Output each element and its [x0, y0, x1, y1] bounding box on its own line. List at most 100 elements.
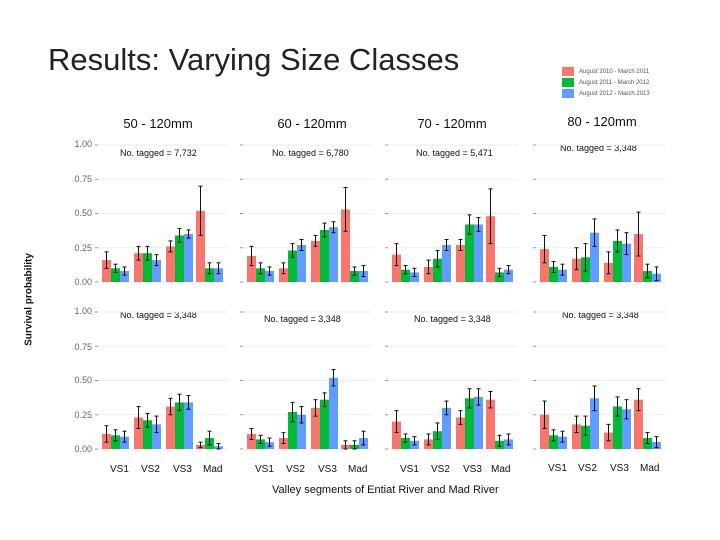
bar: [311, 240, 320, 282]
bar: [474, 396, 483, 449]
bar: [456, 245, 465, 282]
x-tick-label: Mad: [348, 464, 368, 475]
bar: [634, 399, 643, 449]
y-tick-label: 0.25: [74, 410, 92, 420]
bar: [247, 433, 256, 449]
x-tick-label: VS1: [110, 464, 129, 475]
bar: [549, 435, 558, 449]
tagged-label: No. tagged = 3,348: [560, 143, 637, 153]
bar: [256, 268, 265, 282]
x-tick-label: VS1: [548, 463, 567, 474]
legend-swatch: [562, 78, 574, 87]
panel-title-3: 70 - 120mm: [417, 116, 487, 131]
bar: [401, 269, 410, 282]
tagged-label: No. tagged = 3,348: [120, 310, 197, 320]
bar: [433, 258, 442, 282]
bar: [329, 227, 338, 282]
legend-item: August 2012 - March 2013: [562, 88, 666, 99]
legend-label: August 2010 - March 2011: [579, 68, 650, 75]
legend-item: August 2011 - March 2012: [562, 77, 666, 88]
bar: [442, 245, 451, 282]
bar: [184, 402, 193, 449]
bar: [134, 417, 143, 449]
bar: [622, 243, 631, 282]
bar: [486, 216, 495, 282]
y-tick-label: 1.00: [74, 139, 92, 149]
bar: [572, 258, 581, 282]
bar: [504, 269, 513, 282]
bar: [392, 421, 401, 449]
x-tick-label: VS3: [463, 464, 482, 475]
bar: [465, 398, 474, 449]
bar: [558, 436, 567, 449]
bar: [184, 234, 193, 282]
x-tick-label: VS2: [578, 463, 597, 474]
bar: [152, 424, 161, 449]
bar: [166, 406, 175, 449]
panel-title-1: 50 - 120mm: [123, 116, 193, 131]
bar: [350, 271, 359, 282]
y-tick-label: 1.00: [74, 306, 92, 316]
x-tick-label: VS3: [173, 464, 192, 475]
x-tick-label: VS3: [318, 464, 337, 475]
y-tick-label: 0.00: [74, 277, 92, 287]
x-tick-label: VS2: [286, 464, 305, 475]
bar: [424, 266, 433, 282]
bar: [297, 414, 306, 449]
bar: [120, 436, 129, 449]
bar: [166, 246, 175, 282]
bar: [613, 406, 622, 449]
bar: [392, 254, 401, 282]
bar: [456, 417, 465, 449]
bar: [288, 412, 297, 449]
bar: [247, 255, 256, 282]
x-axis-label: Valley segments of Entiat River and Mad …: [272, 484, 499, 496]
bar: [288, 250, 297, 282]
bar: [134, 253, 143, 282]
bar: [442, 407, 451, 449]
bar: [102, 260, 111, 282]
tagged-label: No. tagged = 6,780: [272, 148, 349, 158]
bar: [590, 232, 599, 282]
bar: [465, 224, 474, 282]
tagged-label: No. tagged = 3,348: [264, 314, 341, 324]
x-tick-label: VS1: [400, 464, 419, 475]
x-tick-label: VS1: [255, 464, 274, 475]
x-tick-label: Mad: [203, 464, 223, 475]
bar: [581, 425, 590, 449]
bar: [175, 402, 184, 449]
slide-title: Results: Varying Size Classes: [48, 42, 460, 77]
tagged-label: No. tagged = 7,732: [120, 148, 197, 158]
bar: [111, 435, 120, 449]
bar: [152, 260, 161, 282]
legend-swatch: [562, 67, 574, 76]
x-tick-label: Mad: [640, 463, 660, 474]
bar: [486, 399, 495, 449]
bar: [572, 424, 581, 449]
x-tick-label: VS2: [141, 464, 160, 475]
legend-label: August 2012 - March 2013: [579, 90, 650, 97]
x-tick-label: VS3: [610, 463, 629, 474]
y-tick-label: 0.50: [74, 375, 92, 385]
bar: [143, 420, 152, 449]
y-tick-label: 0.50: [74, 208, 92, 218]
tagged-label: No. tagged = 3,348: [562, 310, 639, 320]
bar: [613, 240, 622, 282]
bar: [540, 249, 549, 282]
bar: [410, 272, 419, 282]
legend-label: August 2011 - March 2012: [579, 79, 650, 86]
bar: [175, 235, 184, 282]
y-tick-label: 0.25: [74, 243, 92, 253]
y-tick-label: 0.75: [74, 174, 92, 184]
bar: [297, 245, 306, 282]
bar: [474, 224, 483, 282]
bar: [495, 272, 504, 282]
bar: [590, 398, 599, 449]
bar: [433, 431, 442, 449]
bar: [205, 268, 214, 282]
bar: [265, 271, 274, 282]
panel-title-2: 60 - 120mm: [277, 116, 347, 131]
x-tick-label: VS2: [431, 464, 450, 475]
bar: [558, 269, 567, 282]
legend: August 2010 - March 2011 August 2011 - M…: [562, 66, 666, 99]
